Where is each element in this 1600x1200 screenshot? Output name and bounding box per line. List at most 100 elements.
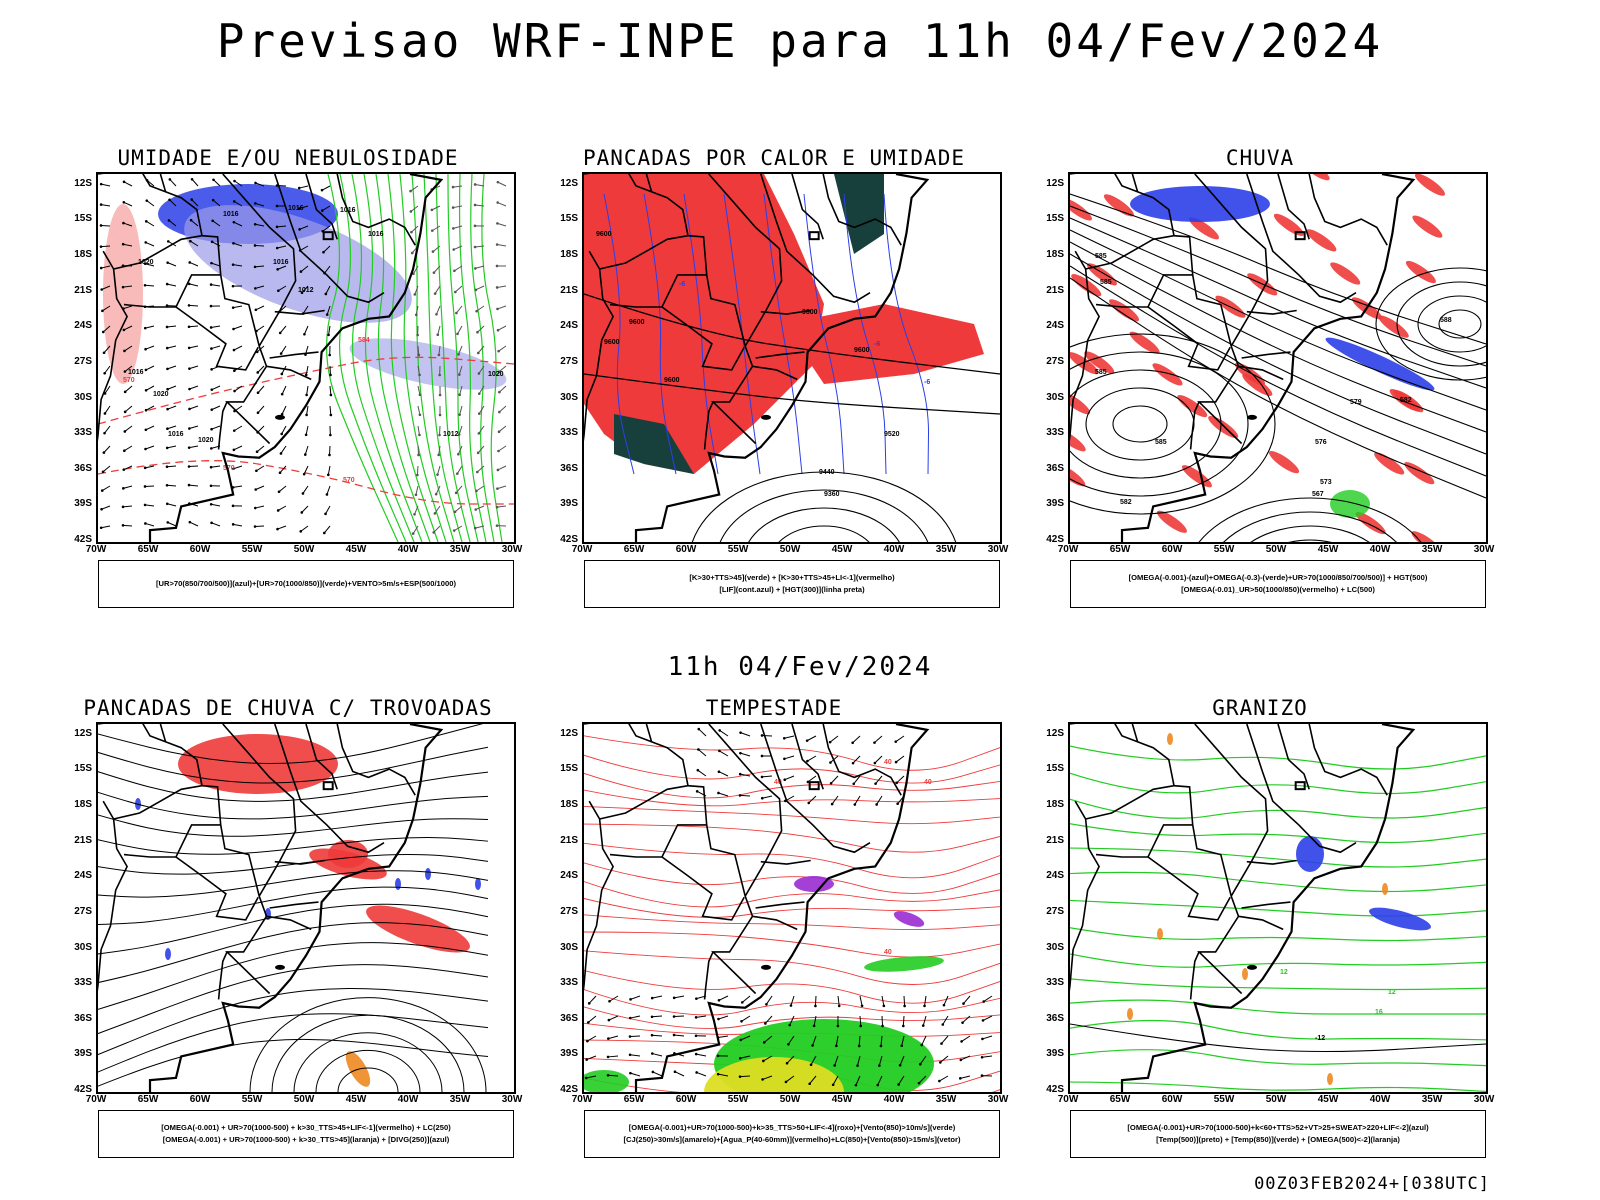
lon-tick-label: 50W [1265, 544, 1287, 555]
wind-vector [306, 405, 309, 415]
wind-vector-head [166, 521, 170, 524]
border-line [274, 309, 325, 315]
lon-tick-label: 35W [449, 1094, 471, 1105]
lat-tick-label: 24S [560, 870, 578, 882]
wind850-vector-head [856, 1064, 859, 1067]
wind-vector [124, 365, 133, 372]
wind850-vector [785, 1075, 795, 1083]
divergence-blue [475, 878, 481, 890]
wind-vector-head [232, 241, 235, 245]
rain-red-streak [1181, 465, 1212, 488]
wind-vector [233, 523, 243, 527]
lon-tick-label: 65W [623, 544, 645, 555]
border-line [1277, 724, 1310, 790]
wind-vector [417, 425, 420, 435]
wind-vector-head [103, 431, 106, 435]
lat-tick-label: 12S [74, 727, 92, 739]
wind-vector-head [99, 266, 103, 270]
wind-vector [104, 425, 111, 434]
wind-vector [497, 244, 507, 247]
wind850-vector [608, 1035, 619, 1040]
wind-vector-head [452, 248, 456, 251]
wind-vector [233, 485, 243, 488]
precip-water-contour [584, 914, 1000, 930]
hgt-contour [691, 471, 957, 542]
wind-vector-head [123, 349, 126, 353]
wind850-vector [896, 775, 905, 784]
wind850-vector-head [739, 751, 742, 755]
wind850-vector [607, 1074, 619, 1077]
wind-vector-head [187, 325, 191, 329]
wind-vector-head [474, 288, 478, 292]
storm-purple-area [794, 876, 834, 892]
wind-vector-head [325, 313, 329, 316]
wind-vector [497, 505, 507, 508]
hgt500-contour [1070, 277, 1486, 499]
wind-vector [167, 425, 177, 430]
wind-vector-head [103, 371, 106, 375]
wind-vector-head [414, 493, 418, 497]
wind-vector-head [209, 326, 213, 329]
precip-water-contour [584, 898, 1000, 918]
wind-vector-head [122, 468, 126, 471]
wind-vector-head [122, 180, 126, 184]
hgt500-contour [1070, 351, 1249, 497]
lif-contour [603, 193, 635, 475]
wind-vector-head [436, 333, 440, 337]
streamline [98, 1013, 489, 1073]
wind-vector-head [416, 473, 419, 477]
wind-vector [144, 284, 155, 287]
legend-granizo: [OMEGA(-0.001)+UR>70(1000-500)+k<60+TTS>… [1070, 1110, 1486, 1158]
wind850-vector-head [587, 1002, 591, 1005]
contour-label: 584 [358, 337, 370, 344]
wind-vector-head [211, 219, 214, 223]
wind-vector-head [329, 413, 333, 417]
wind-vector [211, 405, 221, 411]
contour-label: 40 [774, 779, 782, 786]
wind-vector [122, 524, 133, 527]
wind-vector-head [300, 511, 304, 514]
lon-tick-label: 60W [675, 544, 697, 555]
border-line [1147, 306, 1231, 371]
border-line [175, 856, 259, 921]
wind-vector [412, 525, 419, 534]
border-line [1246, 859, 1297, 865]
map-svg: -12 12 16 12 [1070, 724, 1486, 1092]
wind-vector [123, 485, 133, 489]
wind-vector [101, 485, 111, 492]
wind850-vector [697, 769, 707, 777]
wind-vector [327, 465, 331, 475]
lon-tick-label: 40W [883, 1094, 905, 1105]
wind-vector-head [280, 412, 284, 416]
wind-vector-head [433, 292, 437, 295]
wind-vector-head [474, 508, 478, 511]
temp850-contour [1070, 978, 1486, 991]
rain-red-streak [1404, 462, 1435, 485]
wind-vector-head [165, 465, 169, 469]
lat-tick-label: 21S [74, 284, 92, 296]
wind-vector [166, 465, 177, 468]
wind-vector [497, 202, 507, 207]
wind-vector [254, 244, 265, 247]
wind850-vector [586, 1055, 597, 1061]
wind-vector [145, 345, 155, 350]
wind850-vector [719, 730, 729, 737]
lon-tick-label: 50W [1265, 1094, 1287, 1105]
legend-line: [OMEGA(-0.001)+UR>70(1000-500)+k>35_TTS>… [628, 1123, 956, 1132]
wind850-vector-head [903, 1004, 906, 1008]
lon-tick-label: 60W [675, 1094, 697, 1105]
wind-vector-head [144, 368, 148, 372]
wind850-vector [763, 1055, 773, 1062]
wind-vector [211, 345, 221, 350]
wind-vector [234, 200, 243, 207]
wind850-vector-head [873, 761, 877, 765]
wind-vector-head [303, 332, 306, 336]
wind850-vector-head [760, 796, 764, 800]
panel-title: UMIDADE E/OU NEBULOSIDADE [117, 146, 459, 170]
temp850-contour [1070, 953, 1486, 968]
wind850-vector [877, 1075, 883, 1086]
wind-vector-head [305, 393, 308, 397]
wind-vector-head [477, 372, 481, 375]
wind-vector-head [327, 473, 330, 477]
wind850-vector-head [878, 1064, 881, 1067]
